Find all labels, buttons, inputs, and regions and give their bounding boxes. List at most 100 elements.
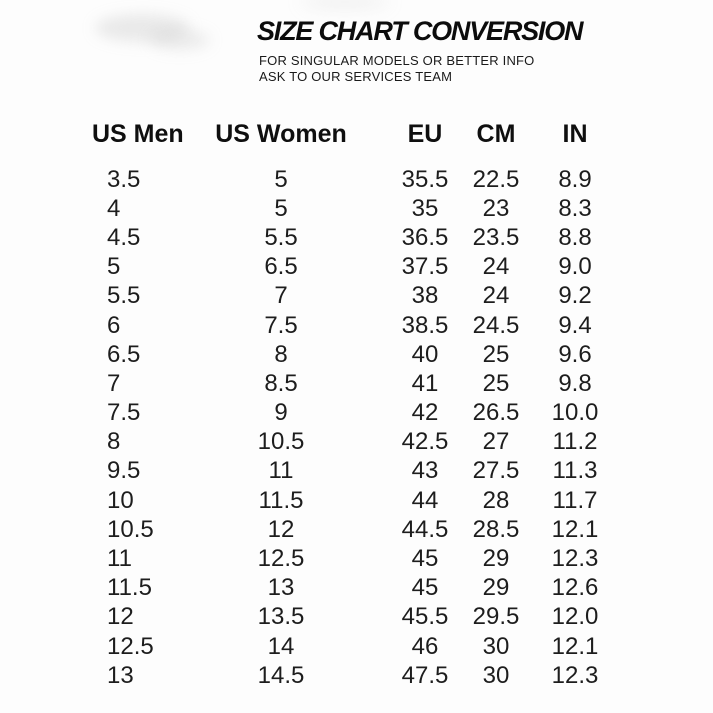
table-cell: 7.5 bbox=[107, 399, 141, 427]
table-cell: 25 bbox=[482, 340, 510, 368]
table-body: 3.5 5 35.5 22.5 8.9 4 5 35 23 8.3 4.5 5.5 36.5 23.5 8.… bbox=[92, 165, 628, 690]
table-cell: 27 bbox=[482, 428, 510, 456]
table-row: 12 13.5 45.5 29.5 12.0 bbox=[92, 603, 628, 632]
table-cell: 8 bbox=[274, 340, 288, 368]
table-cell: 45 bbox=[411, 574, 439, 602]
table-cell: 22.5 bbox=[472, 165, 520, 193]
header-spacer bbox=[92, 150, 628, 165]
table-cell: 36.5 bbox=[401, 223, 449, 251]
table-cell: 28 bbox=[482, 486, 510, 514]
table-cell: 10.5 bbox=[107, 515, 154, 543]
table-cell: 11 bbox=[107, 545, 132, 573]
table-cell: 6 bbox=[107, 311, 121, 339]
column-header-us-men: US Men bbox=[92, 119, 184, 148]
table-cell: 5.5 bbox=[264, 223, 298, 251]
table-cell: 10.0 bbox=[551, 399, 599, 427]
table-cell: 8.3 bbox=[558, 194, 592, 222]
table-row: 9.5 11 43 27.5 11.3 bbox=[92, 457, 628, 486]
table-cell: 38 bbox=[411, 282, 439, 310]
table-cell: 9.0 bbox=[558, 253, 592, 281]
table-cell: 24 bbox=[482, 253, 510, 281]
table-cell: 38.5 bbox=[401, 311, 449, 339]
table-row: 4 5 35 23 8.3 bbox=[92, 194, 628, 223]
table-cell: 7 bbox=[107, 369, 121, 397]
table-cell: 5 bbox=[274, 194, 288, 222]
table-cell: 12.1 bbox=[551, 515, 599, 543]
table-cell: 5 bbox=[274, 165, 288, 193]
table-cell: 9.2 bbox=[558, 282, 592, 310]
table-cell: 11.3 bbox=[552, 457, 598, 485]
table-row: 5 6.5 37.5 24 9.0 bbox=[92, 253, 628, 282]
table-row: 11.5 13 45 29 12.6 bbox=[92, 574, 628, 603]
table-cell: 8.8 bbox=[558, 223, 592, 251]
table-cell: 8 bbox=[107, 428, 121, 456]
table-cell: 27.5 bbox=[472, 457, 520, 485]
table-cell: 14.5 bbox=[257, 661, 305, 689]
table-cell: 9.4 bbox=[558, 311, 592, 339]
subtitle-line-2: ASK TO OUR SERVICES TEAM bbox=[259, 68, 453, 84]
table-cell: 37.5 bbox=[401, 253, 449, 281]
table-cell: 35.5 bbox=[401, 165, 449, 193]
table-cell: 9.8 bbox=[558, 369, 592, 397]
table-cell: 8.5 bbox=[264, 369, 298, 397]
table-row: 3.5 5 35.5 22.5 8.9 bbox=[92, 165, 628, 194]
table-cell: 11.5 bbox=[258, 486, 304, 514]
table-cell: 12.5 bbox=[107, 632, 154, 660]
table-row: 5.5 7 38 24 9.2 bbox=[92, 282, 628, 311]
table-cell: 30 bbox=[482, 661, 510, 689]
table-row: 6 7.5 38.5 24.5 9.4 bbox=[92, 311, 628, 340]
table-cell: 4 bbox=[107, 194, 121, 222]
column-header-eu: EU bbox=[407, 119, 443, 148]
page-subtitle: FOR SINGULAR MODELS OR BETTER INFO ASK T… bbox=[259, 53, 677, 84]
table-cell: 12.3 bbox=[551, 545, 599, 573]
table-row: 8 10.5 42.5 27 11.2 bbox=[92, 428, 628, 457]
table-cell: 28.5 bbox=[472, 515, 520, 543]
table-cell: 12.1 bbox=[551, 632, 599, 660]
table-cell: 42 bbox=[411, 399, 439, 427]
table-cell: 11 bbox=[268, 457, 294, 485]
table-cell: 44 bbox=[411, 486, 439, 514]
table-cell: 30 bbox=[482, 632, 510, 660]
watermark-smudge bbox=[300, 0, 390, 10]
table-cell: 23 bbox=[482, 194, 510, 222]
header-block: SIZE CHART CONVERSION FOR SINGULAR MODEL… bbox=[257, 16, 677, 84]
column-header-us-women: US Women bbox=[215, 119, 347, 148]
table-row: 6.5 8 40 25 9.6 bbox=[92, 340, 628, 369]
table-cell: 9.5 bbox=[107, 457, 141, 485]
size-conversion-table: US Men US Women EU CM IN 3.5 5 35.5 22.5 8.9… bbox=[92, 118, 628, 690]
table-cell: 7 bbox=[274, 282, 288, 310]
table-cell: 6.5 bbox=[264, 253, 298, 281]
table-cell: 9.6 bbox=[558, 340, 592, 368]
page-title: SIZE CHART CONVERSION bbox=[257, 16, 584, 46]
table-cell: 25 bbox=[482, 369, 510, 397]
column-header-cm: CM bbox=[476, 119, 516, 148]
table-cell: 12.3 bbox=[551, 661, 599, 689]
table-cell: 11.2 bbox=[552, 428, 598, 456]
table-cell: 24.5 bbox=[472, 311, 520, 339]
table-cell: 11.5 bbox=[107, 574, 152, 602]
watermark-smudge bbox=[95, 14, 190, 42]
table-cell: 24 bbox=[482, 282, 510, 310]
table-cell: 8.9 bbox=[558, 165, 592, 193]
table-cell: 41 bbox=[411, 369, 439, 397]
table-cell: 44.5 bbox=[401, 515, 449, 543]
table-cell: 6.5 bbox=[107, 340, 141, 368]
table-cell: 29 bbox=[482, 574, 510, 602]
table-row: 13 14.5 47.5 30 12.3 bbox=[92, 661, 628, 690]
table-cell: 23.5 bbox=[472, 223, 520, 251]
table-cell: 12.5 bbox=[257, 545, 305, 573]
table-row: 12.5 14 46 30 12.1 bbox=[92, 632, 628, 661]
table-cell: 26.5 bbox=[472, 399, 520, 427]
table-cell: 10 bbox=[107, 486, 134, 514]
table-header: US Men US Women EU CM IN bbox=[92, 118, 628, 165]
table-cell: 13 bbox=[267, 574, 295, 602]
table-cell: 5 bbox=[107, 253, 121, 281]
table-cell: 42.5 bbox=[401, 428, 449, 456]
table-row: 7.5 9 42 26.5 10.0 bbox=[92, 399, 628, 428]
table-cell: 47.5 bbox=[401, 661, 449, 689]
table-row: 10.5 12 44.5 28.5 12.1 bbox=[92, 515, 628, 544]
table-cell: 40 bbox=[411, 340, 439, 368]
subtitle-line-1: FOR SINGULAR MODELS OR BETTER INFO bbox=[259, 53, 535, 68]
table-cell: 12 bbox=[267, 515, 295, 543]
